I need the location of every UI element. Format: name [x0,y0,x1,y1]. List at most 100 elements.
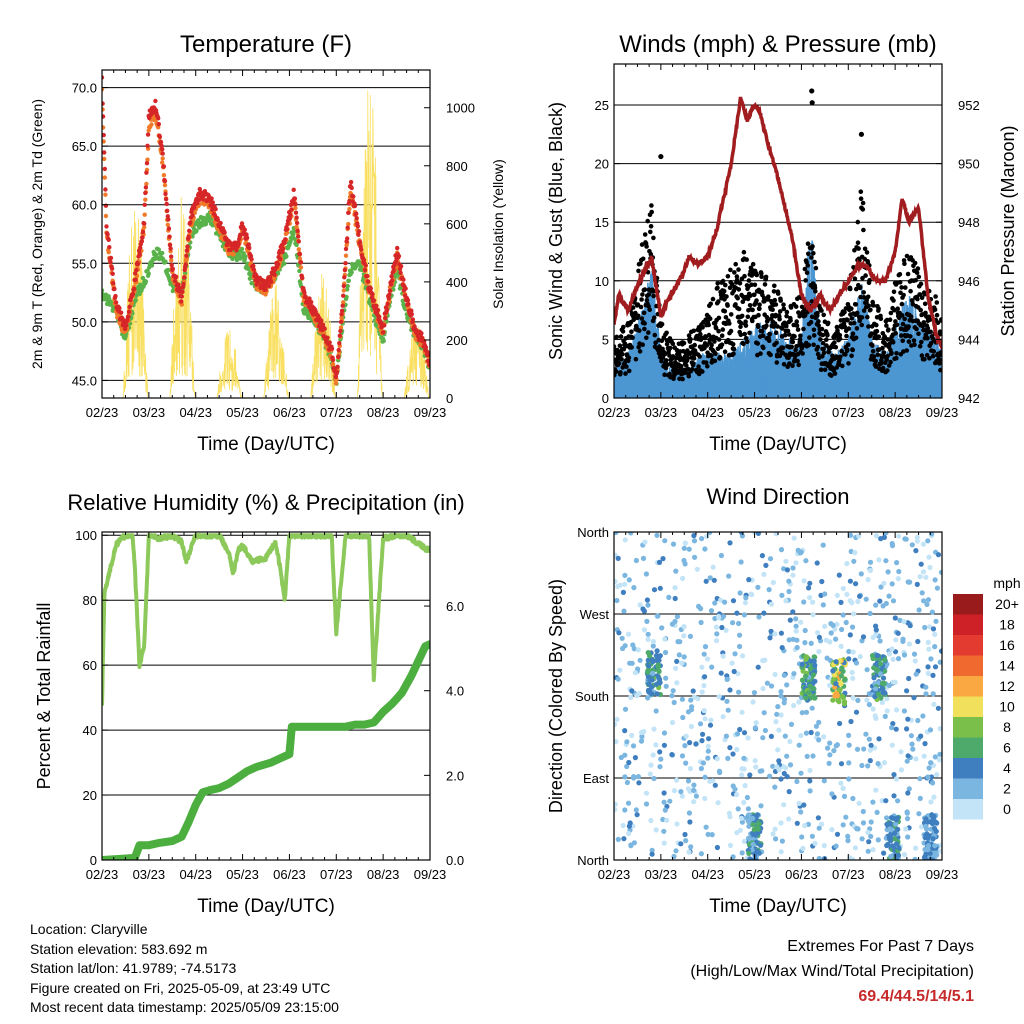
td2m-point [284,254,289,259]
gust-point [939,352,942,357]
gust-point [888,359,893,365]
gust-point [775,324,780,329]
t2m-point [108,259,113,265]
t9m-point [347,206,352,212]
t2m-point [375,307,381,313]
gust-point [651,315,657,321]
t2m-point [389,278,395,283]
gust-point [623,371,628,376]
gust-point [805,241,811,246]
td2m-point [160,250,165,256]
t2m-point [187,228,192,233]
x-tick-label: 03/23 [133,867,166,882]
gust-point [734,274,740,279]
t2m-point [386,296,391,301]
gust-point [934,300,940,305]
x-tick-label: 04/23 [691,405,724,420]
y-right-tick-label: 1000 [446,101,475,116]
gust-point [624,364,629,370]
y-right-tick-label: 2.0 [446,768,464,783]
gust-point [720,278,726,284]
y-axis-label: Percent & Total Rainfall [34,603,54,790]
gust-point [886,327,891,332]
gust-point [820,354,825,359]
gust-point [712,358,718,364]
gust-point [808,319,814,325]
t2m-point [295,228,300,234]
t2m-point [403,286,408,291]
t2m-point [338,319,344,325]
t9m-point [102,107,105,112]
gust-point [620,329,626,334]
y-right-tick-label: 0.0 [446,853,464,868]
t2m-point [283,237,288,242]
t2m-point [297,252,303,257]
gust-point [777,316,782,322]
gust-point [614,369,619,374]
gust-point [881,354,887,359]
td2m-point [239,246,245,252]
gust-point [646,292,652,297]
x-axis-label: Time (Day/UTC) [709,434,847,455]
y-right-tick-label: 944 [958,332,980,347]
gust-point [819,308,824,313]
t2m-point [289,207,294,212]
gust-point [717,354,723,360]
gust-point [750,261,756,267]
gust-point [809,255,814,260]
y-right-tick-label: 946 [958,274,980,289]
t2m-point [395,245,400,251]
y-tick-label: 60 [83,658,97,673]
t2m-point [145,143,150,148]
gust-point [887,341,892,347]
t2m-point [201,197,206,202]
t2m-point [351,194,356,199]
gust-point [912,260,918,266]
gust-point [899,333,904,338]
gust-point [754,298,759,303]
gust-point [855,240,861,245]
gust-point [890,340,896,345]
t2m-point [168,246,173,251]
gust-point [893,319,898,324]
t2m-point [143,190,148,196]
gust-point [916,331,921,337]
gust-point [739,313,745,319]
x-tick-label: 05/23 [738,405,771,420]
t2m-point [263,287,268,292]
gust-point [639,297,644,302]
t2m-point [359,247,364,252]
t2m-point [166,226,172,231]
t2m-point [242,227,247,232]
td2m-point [344,294,349,300]
gust-point [906,324,911,329]
t2m-point [374,303,379,308]
direction-point [844,561,850,567]
plot-area [102,75,430,398]
t2m-point [406,301,411,307]
gust-point [648,251,654,257]
x-tick-label: 09/23 [414,405,447,420]
gust-point [735,295,740,301]
gust-point [691,328,697,334]
gust-point [772,297,778,303]
t2m-point [382,323,387,328]
gust-point [733,302,738,307]
t2m-point [122,326,128,332]
gust-point [774,340,779,346]
t2m-point [138,245,143,250]
chart-title: Temperature (F) [180,31,352,58]
t2m-point [102,101,105,106]
gust-point [853,335,859,341]
gust-point [745,296,751,302]
gust-point [732,270,737,275]
gust-point [927,317,933,323]
gust-point [719,333,725,339]
t9m-point [160,160,165,165]
t2m-point [161,164,167,169]
t2m-point [126,309,132,314]
t2m-point [426,352,430,358]
gust-point [736,267,741,272]
gust-point [738,324,743,330]
gust-point [757,302,762,308]
